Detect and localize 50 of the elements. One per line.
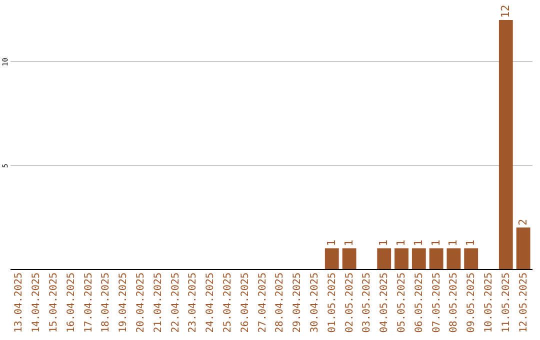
bar <box>429 248 444 269</box>
data-label: 12 <box>498 4 512 18</box>
x-tick-label: 07.05.2025 <box>431 272 442 333</box>
data-label: 1 <box>324 240 338 246</box>
x-tick-label: 18.04.2025 <box>100 272 112 333</box>
x-tick-label: 22.04.2025 <box>170 272 182 333</box>
data-label: 1 <box>394 240 408 246</box>
x-tick-label: 27.04.2025 <box>257 272 268 333</box>
bar <box>464 248 478 269</box>
x-tick-label: 13.04.2025 <box>14 272 25 333</box>
x-tick-label: 30.04.2025 <box>310 272 320 333</box>
x-tick-label: 17.04.2025 <box>83 272 94 333</box>
x-tick-label: 02.05.2025 <box>344 272 356 333</box>
x-tick-label: 10.05.2025 <box>484 272 494 333</box>
data-label: 1 <box>377 240 390 246</box>
bar <box>342 248 356 269</box>
x-tick-label: 01.05.2025 <box>326 272 338 333</box>
bar <box>394 248 408 269</box>
x-tick-label: 29.04.2025 <box>292 272 304 333</box>
x-tick-label: 11.05.2025 <box>500 272 512 333</box>
x-tick-label: 24.04.2025 <box>205 272 216 333</box>
x-tick-label: 09.05.2025 <box>466 272 478 333</box>
x-tick-label: 25.04.2025 <box>222 272 234 333</box>
x-tick-label: 28.04.2025 <box>274 272 286 333</box>
x-tick-label: 14.04.2025 <box>31 272 42 333</box>
x-tick-label: 08.05.2025 <box>448 272 460 333</box>
data-label: 1 <box>342 240 356 246</box>
data-label: 1 <box>429 240 442 246</box>
data-label: 2 <box>516 218 530 226</box>
bar <box>446 248 461 269</box>
x-tick-label: 12.05.2025 <box>518 272 530 333</box>
x-tick-label: 23.04.2025 <box>188 272 199 333</box>
bar <box>324 248 339 269</box>
bar <box>516 228 530 269</box>
x-tick-label: 04.05.2025 <box>379 272 390 333</box>
x-tick-label: 16.04.2025 <box>66 272 77 333</box>
x-tick-label: 26.04.2025 <box>240 272 251 333</box>
x-tick-label: 05.05.2025 <box>396 272 408 333</box>
data-label: 1 <box>464 240 478 246</box>
x-tick-label: 21.04.2025 <box>152 272 164 333</box>
bar <box>377 248 392 269</box>
data-label: 1 <box>412 240 425 246</box>
x-tick-label: 20.04.2025 <box>136 272 146 333</box>
x-tick-label: 06.05.2025 <box>414 272 425 333</box>
bar <box>498 20 513 269</box>
x-tick-label: 15.04.2025 <box>48 272 60 333</box>
x-tick-label: 03.05.2025 <box>362 272 373 333</box>
x-tick-label: 19.04.2025 <box>118 272 130 333</box>
data-label: 1 <box>446 240 460 246</box>
bar <box>412 248 426 269</box>
